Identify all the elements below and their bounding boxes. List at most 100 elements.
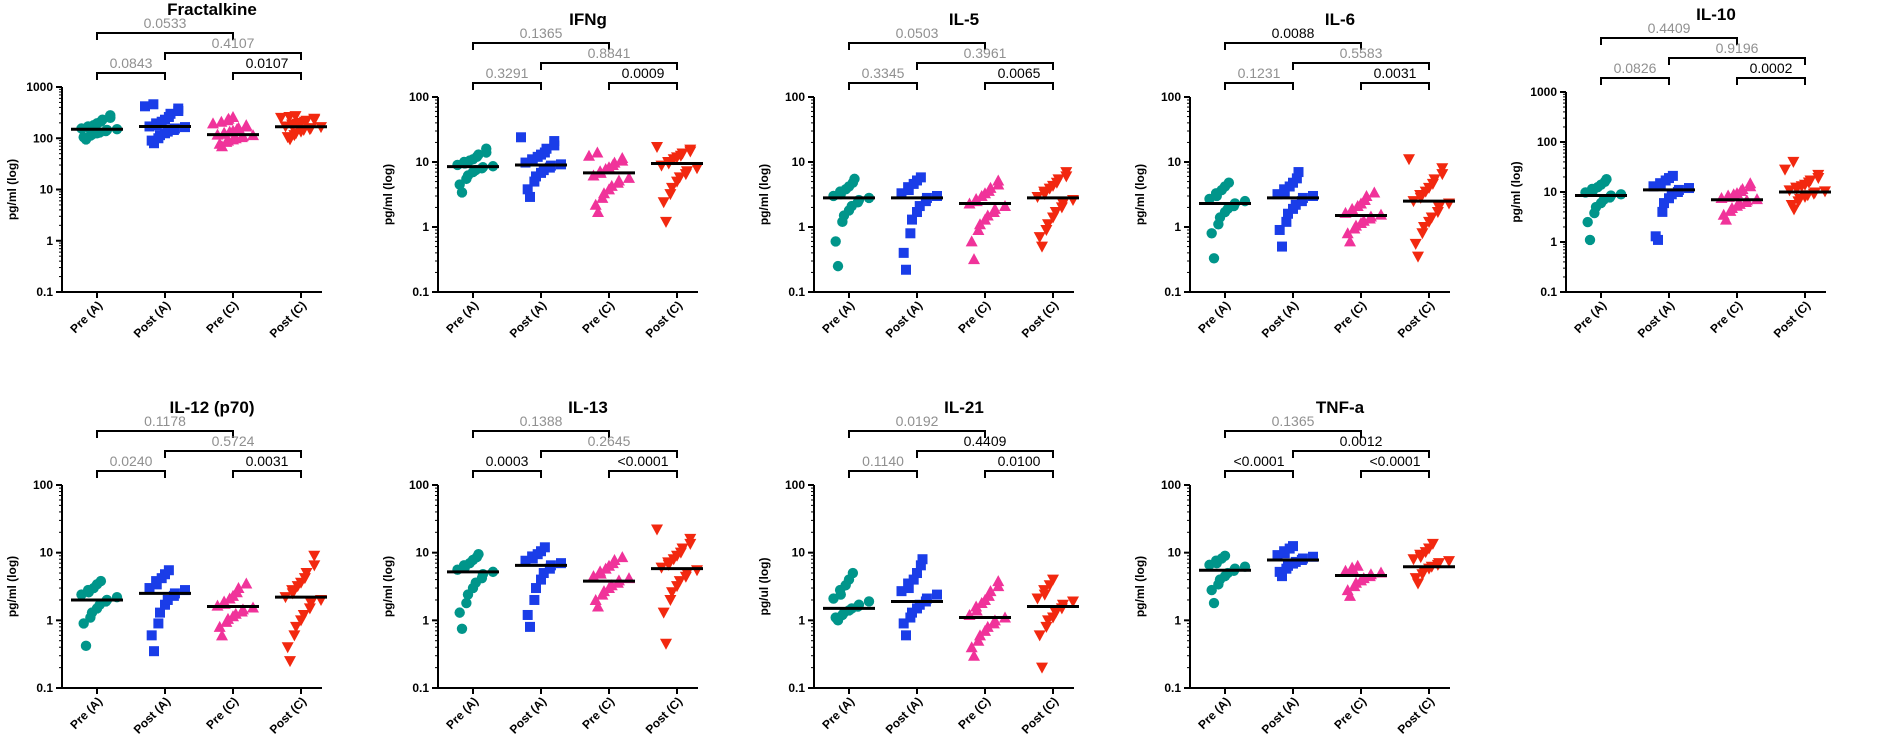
comparison-bracket [1292,450,1430,458]
data-point [1426,538,1439,550]
y-axis-label: pg/ml (log) [1133,556,1147,617]
x-tick-label: Post (A) [131,694,173,736]
data-point [1274,224,1285,235]
p-value-label: 0.0003 [486,453,529,469]
y-tick-label: 100 [33,478,53,492]
data-point [905,228,916,239]
data-point [1432,202,1445,214]
data-point [849,173,860,185]
y-tick-label: 0.1 [1540,285,1557,299]
comparison-bracket [1736,77,1806,85]
data-point [1684,183,1694,194]
data-point [691,163,703,175]
data-point [236,603,249,615]
data-point [896,586,907,597]
x-tick-label: Post (A) [507,694,549,736]
comparison-bracket [848,42,986,50]
y-tick-label: 10 [416,546,430,560]
y-axis-label: pg/ml (log) [5,159,19,220]
panel-3: IL-5 pg/ml (log) 0.1 1 10 100 Pre (A) Post (A) P… [757,10,1079,341]
data-point [162,126,173,137]
data-point [1229,563,1241,574]
data-point [981,209,994,221]
data-point [680,166,693,178]
comparison-bracket [540,62,678,70]
comparison-bracket [916,450,1054,458]
data-point [988,614,1001,626]
data-point [1279,184,1290,195]
y-tick-label: 10 [40,546,54,560]
y-tick-label: 10 [1168,546,1182,560]
data-point [456,187,468,198]
data-point [1667,170,1678,181]
data-point [1272,550,1283,561]
x-tick-label: Post (C) [1019,694,1061,736]
data-point [921,593,932,604]
data-point [473,149,484,160]
data-point [616,551,629,563]
data-point [520,157,531,168]
x-tick-label: Post (A) [1259,298,1301,340]
p-value-label: 0.1365 [1272,413,1315,429]
data-point [1344,589,1356,601]
x-tick-label: Pre (C) [203,694,241,732]
data-point [1040,621,1053,633]
panel-title: IL-6 [1325,10,1355,29]
data-point [148,99,159,110]
data-point [1804,175,1817,187]
data-point [538,568,549,579]
y-tick-label: 100 [1537,135,1557,149]
data-point [556,558,566,569]
data-point [300,115,313,127]
data-point [1443,556,1455,568]
data-point [908,574,919,585]
data-point [1584,234,1596,246]
p-value-label: 0.0009 [622,65,665,81]
data-point [288,630,301,642]
comparison-bracket [164,450,302,458]
data-point [308,560,321,572]
data-point [1308,551,1318,562]
data-point [454,607,465,618]
data-point [1208,253,1220,264]
data-point [992,174,1005,186]
data-point [830,236,841,247]
data-point [456,623,468,634]
data-point [1219,550,1231,561]
data-point [151,118,162,129]
data-point [1407,554,1420,566]
x-tick-label: Post (C) [643,694,685,736]
data-point [1049,607,1062,619]
data-point [676,543,689,555]
y-tick-label: 100 [1161,90,1181,104]
data-point [907,214,917,225]
data-point [691,565,703,577]
x-tick-label: Pre (A) [443,298,481,336]
data-point [1291,173,1302,184]
data-point [541,143,552,154]
data-point [527,154,538,165]
data-point [968,253,980,265]
panel-title: IFNg [569,10,607,29]
p-value-label: 0.3961 [964,45,1007,61]
data-point [673,576,686,588]
data-point [1341,584,1354,596]
y-axis-label: pg/ml (log) [1133,164,1147,225]
data-point [863,596,875,607]
p-value-label: 0.9196 [1716,40,1759,56]
data-point [1279,546,1290,557]
panel-title: IL-21 [944,398,984,417]
data-point [144,583,155,594]
data-point [992,575,1005,587]
panel-9: TNF-a pg/ml (log) 0.1 1 10 100 Pre (A) Post (A)… [1133,398,1455,737]
panel-title: IL-5 [949,10,979,29]
data-point [912,207,922,218]
data-point [1744,177,1757,189]
y-tick-label: 0.1 [412,681,429,695]
comparison-bracket [540,450,678,458]
y-axis-label: pg/ul (log) [757,558,771,616]
x-tick-label: Post (C) [643,298,685,340]
y-tick-label: 1 [1174,613,1181,627]
data-point [308,550,321,562]
data-point [1047,574,1059,586]
